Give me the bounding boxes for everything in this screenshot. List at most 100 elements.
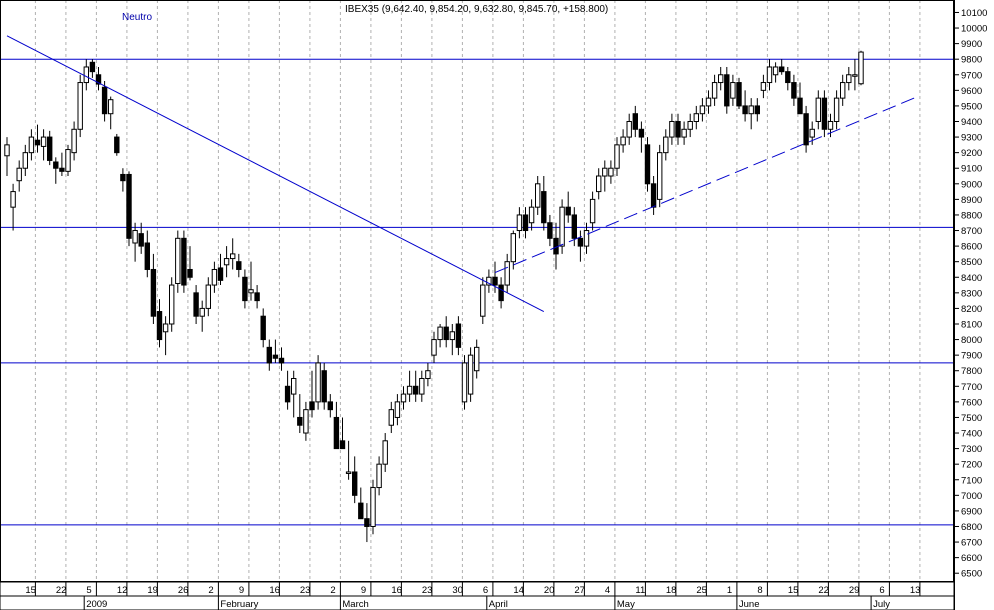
date-tick-label: 2 [330,585,335,596]
candle-body [711,82,718,99]
candle-body [559,206,565,247]
price-tick-label: 10000 [961,24,987,35]
price-tick-label: 8500 [961,257,982,268]
candle-body [614,144,620,169]
candle-body [760,82,767,91]
candle-body [345,471,352,474]
candle-body [443,326,449,341]
candle-body [181,237,187,286]
candle-body [602,167,608,177]
candle-body [278,357,285,364]
candle-body [510,233,517,263]
candle-body [376,463,382,489]
price-tick-label: 9500 [961,101,982,112]
candle-body [248,289,254,294]
price-tick-label: 8100 [961,319,982,330]
candle-body [120,173,126,182]
candle-body [431,339,437,356]
price-tick-label: 9900 [961,39,982,50]
candle-body [522,214,529,232]
candle-body [608,167,614,177]
candle-body [547,222,553,239]
candle-body [699,105,706,115]
candle-body [461,362,468,403]
price-tick-label: 7700 [961,382,982,393]
candle-body [632,113,638,130]
price-tick-label: 7100 [961,475,982,486]
month-tick-label: 2009 [86,599,107,610]
candle-body [675,120,681,138]
candle-body [736,82,742,107]
candle-body [169,284,175,325]
price-axis: 6500 6600 6700 6800 6900 7000 7100 7200 7300 7400… [954,8,987,580]
candle-body [199,307,205,317]
candle-body [59,167,65,172]
candle-body [413,385,419,395]
candle-body [474,346,480,372]
candle-body [821,97,828,130]
candle-body [650,183,657,208]
candle-body [150,268,157,317]
candle-body [718,74,724,84]
date-axis: 15 22 5 12 19 26 2 9 16 23 2 9 16 23 30 6 14 20 27 4 11 18 25 1… [25,582,920,596]
candle-body [687,120,693,130]
chart-title: IBEX35 (9,642.40, 9,854.20, 9,632.80, 9,… [345,4,608,15]
month-tick-label: July [873,599,890,610]
date-tick-label: 2 [208,585,213,596]
candle-body [858,51,864,85]
candle-body [644,144,651,185]
candle-body [126,173,132,239]
date-tick-label: 22 [818,585,829,596]
price-tick-label: 9600 [961,86,982,97]
candle-body [303,409,309,434]
trendlines [6,35,917,312]
candle-body [71,128,77,154]
candle-body [16,167,22,182]
date-tick-label: 9 [239,585,244,596]
price-tick-label: 6900 [961,506,982,517]
candle-body [108,99,114,115]
candle-body [28,136,35,154]
candle-body [705,97,712,107]
date-tick-label: 30 [452,585,463,596]
price-tick-label: 7300 [961,444,982,455]
month-tick-label: June [739,599,760,610]
candle-body [492,276,498,286]
candle-body [772,66,779,76]
candle-body [175,237,181,284]
price-tick-label: 7000 [961,491,982,502]
month-tick-label: April [489,599,508,610]
candle-body [89,61,96,73]
candle-body [156,311,163,341]
candle-body [766,66,773,84]
date-tick-label: 8 [757,585,762,596]
candle-body [327,401,334,411]
candle-body [53,161,59,169]
candle-body [681,128,687,138]
candlesticks [4,50,864,543]
candle-body [516,214,523,232]
candle-body [791,82,797,99]
price-tick-label: 8400 [961,273,982,284]
date-tick-label: 4 [605,585,610,596]
date-tick-label: 18 [666,585,677,596]
candle-body [242,276,248,302]
candle-body [138,233,144,247]
candle-body [565,206,571,216]
date-tick-label: 22 [56,585,67,596]
candle-body [827,120,834,130]
candle-body [40,136,47,147]
month-tick-label: March [342,599,368,610]
date-tick-label: 1 [727,585,732,596]
date-tick-label: 5 [86,585,91,596]
price-tick-label: 8600 [961,242,982,253]
price-tick-label: 10100 [961,8,987,19]
candle-body [730,82,736,99]
date-tick-label: 16 [391,585,402,596]
trendline [6,35,545,312]
candle-body [132,230,138,244]
candle-body [809,128,815,138]
price-tick-label: 9200 [961,148,982,159]
month-axis-band [0,595,955,610]
